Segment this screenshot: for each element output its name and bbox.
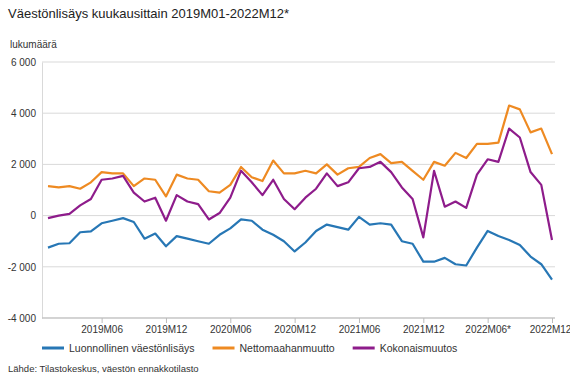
grid: [42, 62, 555, 318]
legend-swatch: [213, 347, 235, 350]
x-tick-mark: [552, 318, 553, 323]
y-tick: 0: [30, 210, 42, 221]
legend: Luonnollinen väestönlisäys Nettomaahanmuu…: [42, 342, 457, 354]
legend-item: Kokonaismuutos: [353, 342, 458, 354]
grid-line: [42, 113, 555, 114]
legend-item: Nettomaahanmuutto: [213, 342, 335, 354]
source: Lähde: Tilastokeskus, väestön ennakkotil…: [8, 363, 199, 374]
legend-label: Nettomaahanmuutto: [240, 342, 335, 354]
y-tick-label: -4 000: [8, 313, 37, 324]
grid-line: [42, 164, 555, 165]
y-tick-label: 6 000: [11, 57, 36, 68]
x-tick: 2021M06: [339, 318, 381, 335]
x-tick-label: 2022M12*: [530, 324, 570, 335]
x-tick: 2019M06: [81, 318, 123, 335]
line: [48, 106, 552, 197]
legend-swatch: [42, 347, 64, 350]
x-tick-label: 2022M06*: [465, 324, 511, 335]
y-tick: -2 000: [8, 262, 42, 273]
legend-item: Luonnollinen väestönlisäys: [42, 342, 195, 354]
x-tick-mark: [295, 318, 296, 323]
x-tick: 2019M12: [146, 318, 188, 335]
title: Väestönlisäys kuukausittain 2019M01-2022…: [8, 6, 289, 21]
line: [48, 217, 552, 280]
x-tick: 2022M06*: [465, 318, 511, 335]
x-tick: 2020M12: [274, 318, 316, 335]
legend-swatch: [353, 347, 375, 350]
x-tick-label: 2021M12: [403, 324, 445, 335]
y-axis-title: lukumäärä: [10, 39, 57, 50]
x-axis-line: [42, 318, 555, 319]
x-tick-mark: [102, 318, 103, 323]
y-tick: 2 000: [11, 159, 42, 170]
x-axis: 2019M06 2019M12 2020M06 2020M12 2021M06 2021M…: [42, 318, 570, 335]
x-tick-label: 2021M06: [339, 324, 381, 335]
y-axis: -4 000 -2 000 0 2 000 4 000 6 000: [8, 57, 43, 324]
x-tick-mark: [166, 318, 167, 323]
x-tick-mark: [488, 318, 489, 323]
y-tick: 4 000: [11, 108, 42, 119]
x-tick: 2022M12*: [530, 318, 570, 335]
x-tick-mark: [423, 318, 424, 323]
chart: Väestönlisäys kuukausittain 2019M01-2022…: [0, 0, 570, 380]
y-tick: -4 000: [8, 313, 42, 324]
x-tick: 2021M12: [403, 318, 445, 335]
x-tick-label: 2020M06: [210, 324, 252, 335]
y-axis-line: [42, 63, 43, 319]
x-tick-label: 2020M12: [274, 324, 316, 335]
grid-line: [42, 318, 555, 319]
y-tick-label: 0: [30, 210, 36, 221]
grid-line: [42, 266, 555, 267]
y-tick-label: 4 000: [11, 108, 36, 119]
line: [48, 129, 552, 240]
y-tick: 6 000: [11, 57, 42, 68]
grid-line: [42, 215, 555, 216]
lines: [48, 106, 552, 280]
x-tick-mark: [230, 318, 231, 323]
grid-line: [42, 62, 555, 63]
x-tick-mark: [359, 318, 360, 323]
x-tick-label: 2019M12: [146, 324, 188, 335]
y-tick-label: -2 000: [8, 262, 37, 273]
x-tick-label: 2019M06: [81, 324, 123, 335]
legend-label: Kokonaismuutos: [380, 342, 458, 354]
y-tick-label: 2 000: [11, 159, 36, 170]
x-tick: 2020M06: [210, 318, 252, 335]
legend-label: Luonnollinen väestönlisäys: [69, 342, 195, 354]
